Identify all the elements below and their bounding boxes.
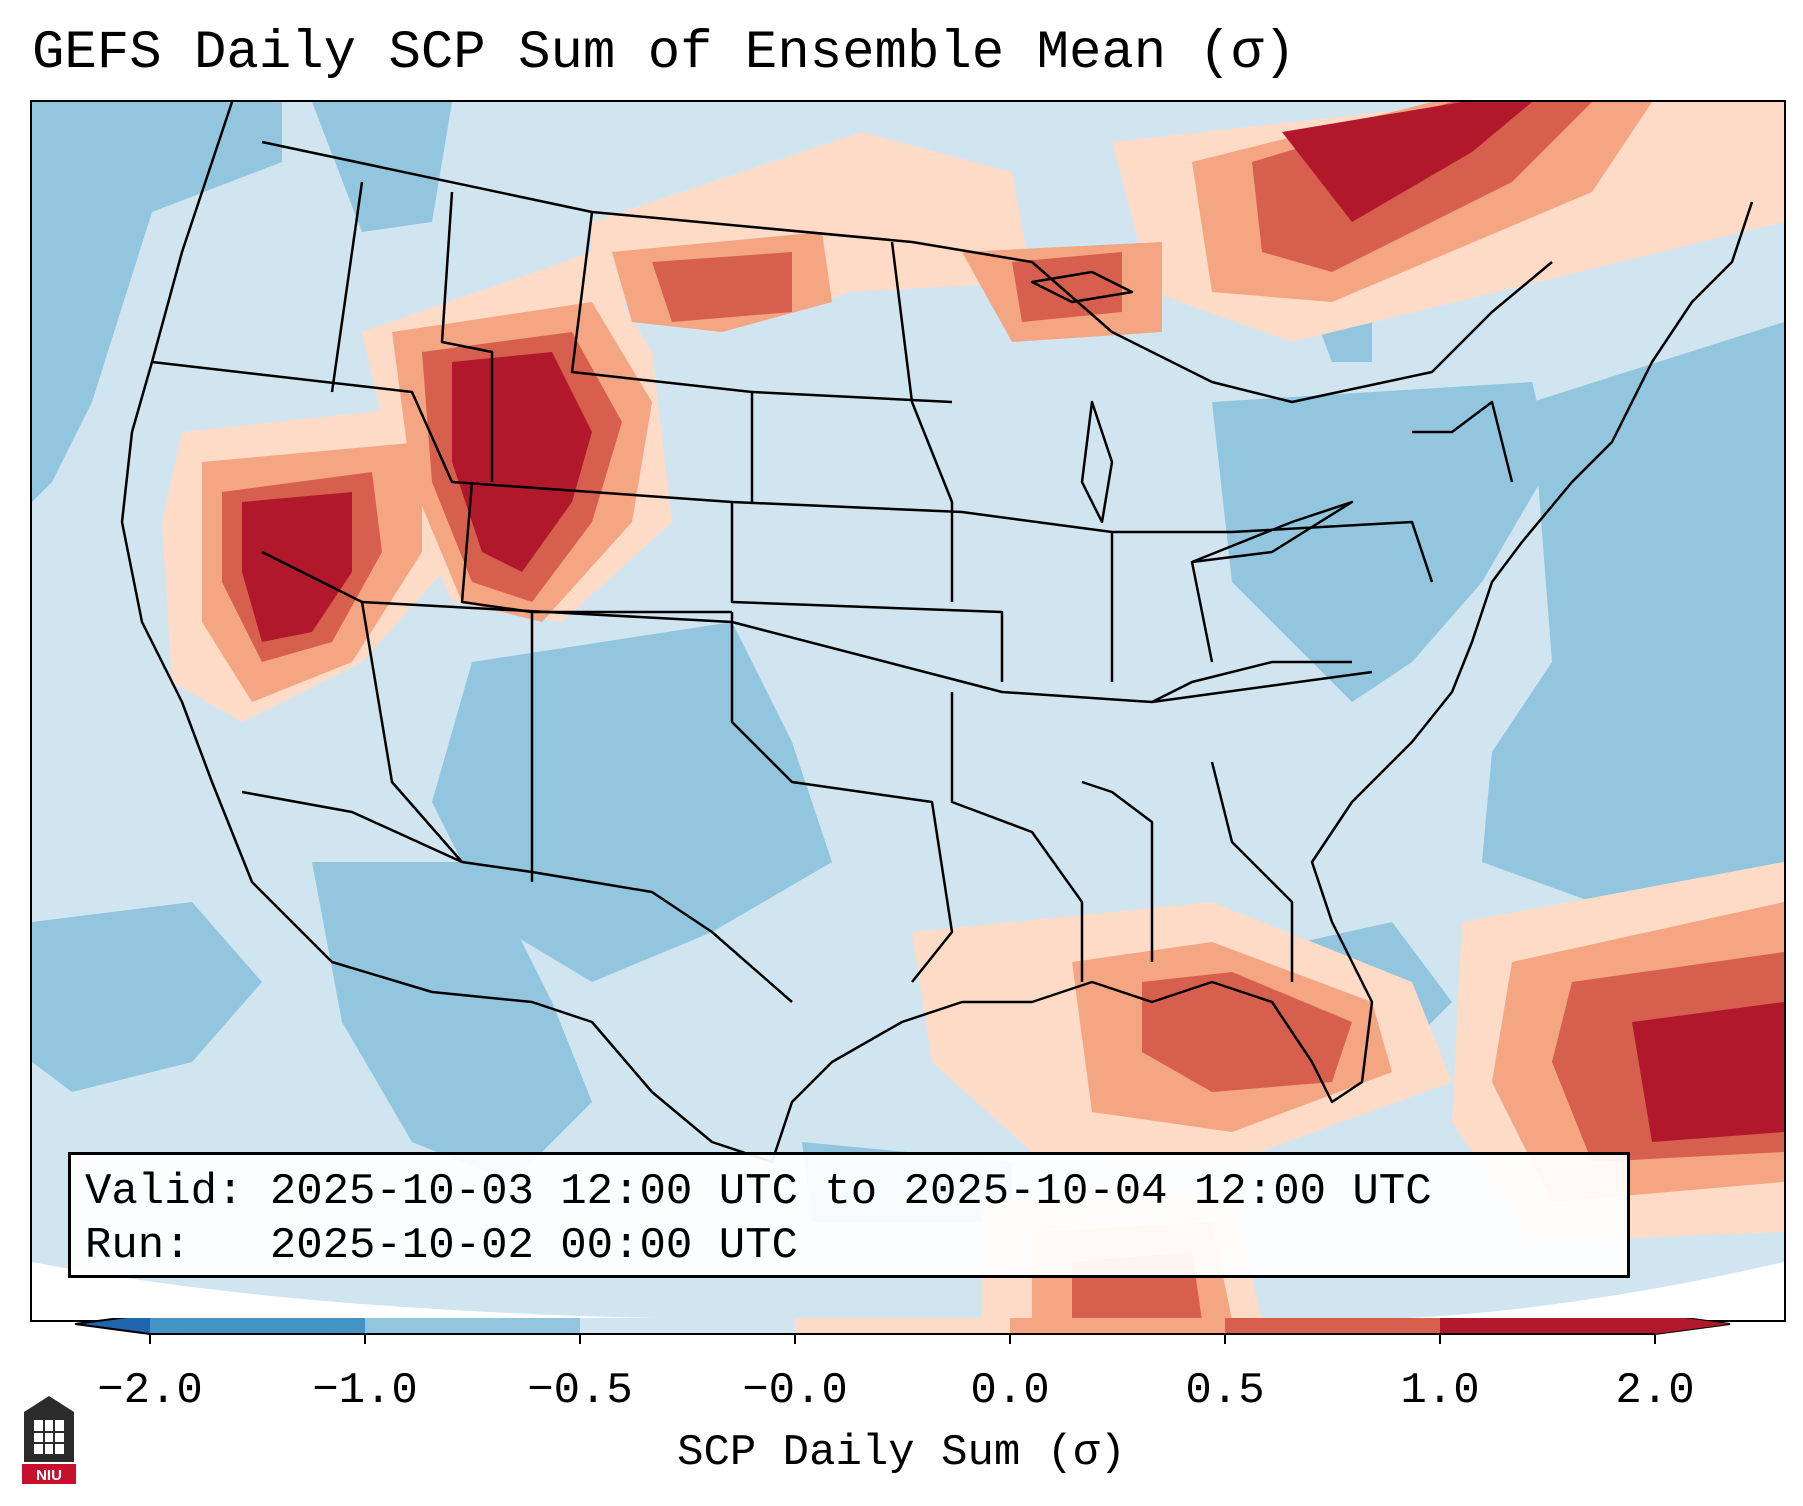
colorbar-tick-label: −1.0 (312, 1366, 418, 1416)
valid-time-text: Valid: 2025-10-03 12:00 UTC to 2025-10-0… (85, 1167, 1432, 1217)
colorbar (74, 1318, 1731, 1344)
colorbar-tick-label: 2.0 (1615, 1366, 1695, 1416)
northeast-region (1212, 382, 1552, 702)
logo-banner (22, 1464, 76, 1484)
valid-run-info-box: Valid: 2025-10-03 12:00 UTC to 2025-10-0… (68, 1152, 1630, 1278)
colorbar-tick-label: 0.0 (970, 1366, 1050, 1416)
state-line-ok-tx (730, 612, 954, 983)
anomaly-map (32, 102, 1784, 1320)
state-line-ga-fl (1210, 761, 1294, 982)
pacific-nw-region (32, 102, 282, 502)
niu-logo: NIU (22, 1396, 76, 1484)
state-line-oh-pa (1190, 561, 1214, 663)
state-line-ms-al (1081, 780, 1154, 962)
colorbar-bin (1225, 1318, 1441, 1334)
state-line-id-or (330, 181, 364, 393)
run-time-text: Run: 2025-10-02 00:00 UTC (85, 1221, 798, 1271)
colorbar-bin (365, 1318, 581, 1334)
colorbar-label: SCP Daily Sum (σ) (677, 1428, 1126, 1478)
colorbar-bin (150, 1318, 366, 1334)
mexico-border (241, 790, 793, 1003)
state-line-nd-mn (890, 241, 954, 602)
caribbean-core (1632, 1002, 1784, 1142)
mexico-region (312, 862, 592, 1182)
colorbar-bin (1440, 1318, 1656, 1334)
colorbar-tick-label: −0.0 (742, 1366, 848, 1416)
colorbar-tick-label: 1.0 (1400, 1366, 1480, 1416)
state-line-mt-id (440, 191, 494, 482)
lake-superior (1030, 270, 1134, 304)
colorbar-bin (580, 1318, 796, 1334)
state-line-ar-la (950, 692, 1084, 982)
map-panel (30, 100, 1786, 1322)
projection-edge-left (32, 1262, 832, 1320)
colorbar-tick-label: 0.5 (1185, 1366, 1265, 1416)
gulf-strong (1142, 972, 1352, 1092)
logo-text: NIU (36, 1467, 62, 1484)
state-line-wy (570, 211, 754, 502)
east-pacific-region (32, 902, 262, 1092)
ontario-core (1282, 102, 1532, 222)
colorbar-tick-label: −2.0 (97, 1366, 203, 1416)
projection-edge-right (1332, 1262, 1784, 1320)
colorbar-extend-right (1655, 1318, 1730, 1334)
colorbar-ticks (149, 1334, 1656, 1344)
lake-michigan (1080, 400, 1114, 524)
boundary-lines (120, 102, 1754, 1164)
map-title: GEFS Daily SCP Sum of Ensemble Mean (σ) (32, 23, 1296, 84)
state-line-ut-co (460, 481, 732, 614)
state-line-sd (751, 390, 953, 404)
lake-erie (1190, 500, 1354, 564)
utah-core (452, 352, 592, 572)
canada-border (261, 140, 1553, 404)
nevada-core (242, 492, 352, 642)
colorbar-bins (74, 1318, 1731, 1335)
state-line-nv-az (261, 550, 463, 863)
colorbar-tick-label: −0.5 (527, 1366, 633, 1416)
montana-strong (652, 252, 792, 322)
state-line-co-ok-tn (361, 600, 1373, 704)
state-line-ne-ks (730, 502, 1004, 682)
colorbar-bin (1010, 1318, 1226, 1334)
us-coastline (120, 102, 1754, 1164)
atlantic-region (1482, 322, 1784, 902)
colorbar-bin (795, 1318, 1011, 1334)
state-line-pa-ny (1231, 520, 1434, 583)
state-line-nc-va (1151, 660, 1352, 704)
logo-window (34, 1420, 64, 1454)
intense-positive-regions (242, 102, 1784, 1142)
state-line-new-england (1412, 400, 1514, 483)
